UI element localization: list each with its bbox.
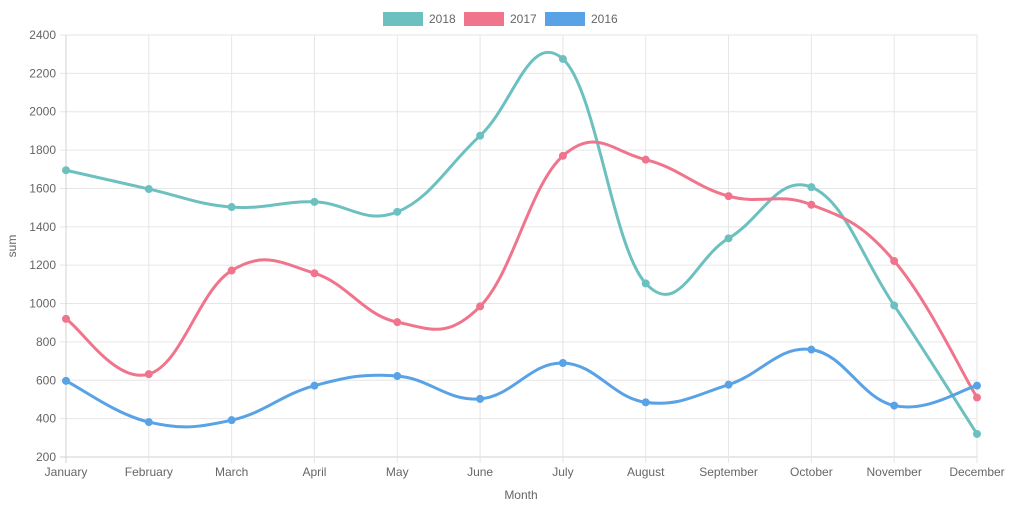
y-tick-label: 1600 [29,181,56,195]
data-point-2018[interactable] [807,183,816,192]
y-tick-label: 1000 [29,297,56,311]
data-point-2017[interactable] [310,269,319,278]
data-point-2017[interactable] [227,266,236,275]
data-point-2017[interactable] [393,318,402,327]
y-tick-label: 600 [36,373,56,387]
data-point-2016[interactable] [393,372,402,381]
data-point-2016[interactable] [724,380,733,389]
y-tick-label: 2400 [29,28,56,42]
x-tick-label: September [699,465,758,479]
x-tick-label: April [302,465,326,479]
y-tick-label: 800 [36,335,56,349]
y-tick-label: 1400 [29,220,56,234]
data-point-2016[interactable] [973,381,981,390]
legend-item-2018[interactable]: 2018 [383,12,456,26]
data-point-2018[interactable] [144,185,153,194]
data-point-2017[interactable] [641,155,650,164]
data-point-2018[interactable] [890,301,899,310]
x-tick-label: February [125,465,173,479]
data-point-2016[interactable] [558,359,567,368]
gridlines [60,34,978,463]
data-point-2018[interactable] [641,279,650,288]
legend-label: 2018 [429,12,456,26]
data-point-2017[interactable] [973,393,981,402]
data-point-2018[interactable] [724,234,733,243]
x-tick-label: October [790,465,833,479]
legend-swatch [383,12,423,26]
data-point-2016[interactable] [310,381,319,390]
data-point-2017[interactable] [558,151,567,160]
y-tick-label: 2000 [29,105,56,119]
data-point-2018[interactable] [476,131,485,140]
data-point-2017[interactable] [807,200,816,209]
x-tick-label: March [215,465,248,479]
x-tick-label: November [867,465,922,479]
legend-swatch [545,12,585,26]
series-line-2017 [65,140,979,399]
x-axis-title: Month [504,488,537,502]
data-point-2017[interactable] [476,302,485,311]
x-tick-label: January [45,465,88,479]
legend-swatch [464,12,504,26]
data-point-2018[interactable] [310,197,319,206]
series-line-2018 [65,50,979,435]
y-tick-label: 2200 [29,66,56,80]
data-point-2017[interactable] [144,370,153,379]
legend-label: 2017 [510,12,537,26]
y-axis-ticks: 200 400 600 800 1000 1200 1400 1600 1800 2000 2200… [29,28,56,464]
data-point-2017[interactable] [890,256,899,265]
data-point-2016[interactable] [641,398,650,407]
data-point-2018[interactable] [227,203,236,212]
data-point-2017[interactable] [724,192,733,201]
x-tick-label: May [386,465,409,479]
legend-item-2016[interactable]: 2016 [545,12,618,26]
y-tick-label: 400 [36,412,56,426]
data-point-2017[interactable] [62,314,70,323]
x-tick-label: December [949,465,1004,479]
x-tick-label: August [627,465,665,479]
data-point-2016[interactable] [476,394,485,403]
y-axis-title: sum [5,235,19,258]
series-lines [65,50,979,435]
data-point-2016[interactable] [62,376,70,385]
x-axis-ticks: January February March April May June July Augu… [45,465,1005,479]
legend-label: 2016 [591,12,618,26]
data-point-2016[interactable] [144,418,153,427]
y-tick-label: 200 [36,450,56,464]
legend-item-2017[interactable]: 2017 [464,12,537,26]
data-point-2016[interactable] [227,416,236,425]
series-points [62,54,981,438]
y-tick-label: 1200 [29,258,56,272]
x-tick-label: June [467,465,493,479]
data-point-2018[interactable] [393,207,402,216]
data-point-2016[interactable] [807,345,816,354]
y-tick-label: 1800 [29,143,56,157]
data-point-2016[interactable] [890,401,899,410]
data-point-2018[interactable] [973,429,981,438]
data-point-2018[interactable] [62,166,70,175]
data-point-2018[interactable] [558,54,567,63]
series-line-2016 [65,347,978,429]
legend: 2018 2017 2016 [383,12,618,26]
x-tick-label: July [552,465,573,479]
